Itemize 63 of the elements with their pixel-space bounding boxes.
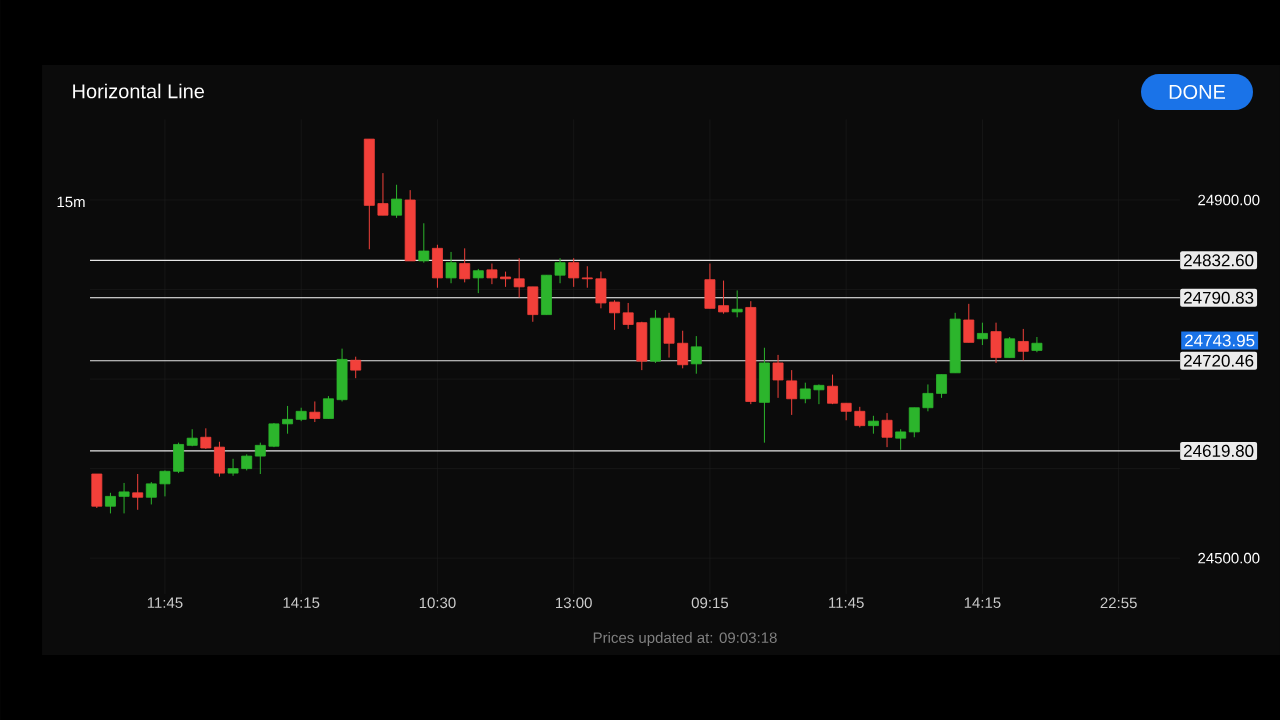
x-tick-label: 10:30 xyxy=(419,597,456,609)
candlestick xyxy=(309,400,321,423)
candlestick xyxy=(472,268,484,294)
ref-line-label: 24619.80 xyxy=(1184,444,1254,457)
x-tick-label: 14:15 xyxy=(283,597,320,608)
candlestick xyxy=(200,427,212,450)
x-tick-label: 11:45 xyxy=(147,597,183,608)
candlestick xyxy=(486,263,498,285)
candlestick xyxy=(554,257,566,284)
candlestick xyxy=(323,395,334,419)
candlestick xyxy=(105,492,116,514)
chart-title: Horizontal Line xyxy=(73,83,205,99)
candlestick xyxy=(1031,336,1043,353)
candlestick xyxy=(622,302,634,330)
candlestick xyxy=(772,354,784,399)
text: Prices updated at: 09:03:18 xyxy=(593,631,777,646)
candlestick xyxy=(854,406,866,428)
x-tick-label: 14:15 xyxy=(964,597,1001,608)
candlestick xyxy=(881,412,893,448)
candlestick xyxy=(799,382,811,404)
ref-line-label: 24720.46 xyxy=(1184,354,1254,367)
candlestick xyxy=(159,469,171,497)
candlestick xyxy=(895,428,907,451)
candlestick xyxy=(254,442,266,475)
candlestick xyxy=(731,289,743,318)
candlestick xyxy=(922,383,934,412)
candlestick xyxy=(581,265,593,289)
candlestick xyxy=(145,481,157,505)
candlestick xyxy=(118,482,130,514)
candlestick xyxy=(718,280,729,315)
candlestick xyxy=(690,335,702,375)
candlestick xyxy=(976,322,988,346)
candlestick xyxy=(282,405,294,435)
candlestick xyxy=(445,251,457,284)
candlestick xyxy=(350,356,362,379)
candlestick xyxy=(609,299,620,331)
candlestick xyxy=(391,184,402,219)
x-tick-label: 09:15 xyxy=(691,597,729,609)
text: DONE xyxy=(1169,84,1226,100)
candlestick xyxy=(418,222,430,264)
x-tick-label: 22:55 xyxy=(1100,597,1137,609)
candlestick xyxy=(568,257,580,288)
candlestick xyxy=(132,473,144,511)
candlestick xyxy=(827,374,838,405)
text: 24743.95 xyxy=(1185,334,1255,347)
candlestick xyxy=(1004,336,1016,359)
x-tick-label: 11:45 xyxy=(829,597,864,608)
y-tick-label: 24500.00 xyxy=(1198,552,1260,564)
candlestick xyxy=(786,369,798,416)
candlestick xyxy=(813,383,825,405)
text: 15m xyxy=(57,196,85,208)
y-tick-label: 24900.00 xyxy=(1198,194,1260,206)
ref-line-label: 24832.60 xyxy=(1184,254,1254,267)
candlestick xyxy=(936,374,947,399)
candlestick xyxy=(1017,328,1029,361)
candlestick xyxy=(963,303,975,343)
x-tick-label: 13:00 xyxy=(556,597,592,609)
candlestick xyxy=(459,247,471,283)
ref-line-label: 24790.83 xyxy=(1184,291,1254,304)
candlestick xyxy=(513,257,525,299)
candlestick xyxy=(677,330,689,369)
candlestick xyxy=(227,458,239,477)
candlestick xyxy=(377,172,389,216)
